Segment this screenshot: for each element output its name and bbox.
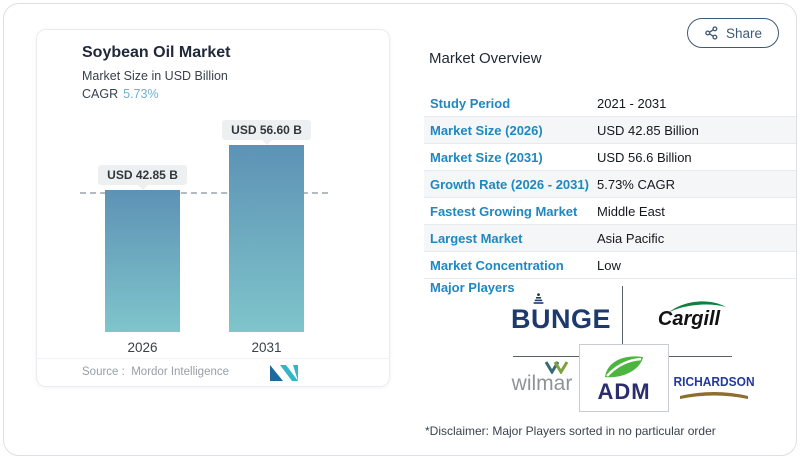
source-text: Source : Mordor Intelligence <box>82 366 230 378</box>
bunge-wordmark: BUNGE <box>510 303 611 334</box>
cargill-leaf-icon <box>667 300 726 313</box>
cargill-wordmark: Cargill <box>657 307 721 330</box>
reference-dashed-line <box>80 192 328 194</box>
bar-2026 <box>105 190 180 332</box>
mordor-intelligence-logo-icon <box>270 365 298 381</box>
bar-value-label-2026: USD 42.85 B <box>98 165 187 185</box>
row-label: Growth Rate (2026 - 2031) <box>430 176 589 192</box>
bar-value-label-2031: USD 56.60 B <box>222 120 311 140</box>
share-icon <box>705 26 718 40</box>
row-label: Market Concentration <box>430 257 564 273</box>
page: Share Soybean Oil Market Market Size in … <box>3 3 797 456</box>
disclaimer-text: *Disclaimer: Major Players sorted in no … <box>425 424 716 438</box>
market-size-chart-card: Soybean Oil Market Market Size in USD Bi… <box>36 29 390 387</box>
wilmar-wordmark: wilmar <box>511 372 573 395</box>
bar-group-2026: USD 42.85 B <box>98 165 187 332</box>
chart-cagr: CAGR 5.73% <box>82 87 159 101</box>
richardson-wordmark: RICHARDSON <box>673 373 755 389</box>
x-axis-label-2031: 2031 <box>251 340 282 355</box>
row-label: Market Size (2026) <box>430 122 543 138</box>
row-value: 2021 - 2031 <box>597 95 667 111</box>
table-row: Study Period 2021 - 2031 <box>424 90 796 117</box>
overview-table: Study Period 2021 - 2031 Market Size (20… <box>424 90 796 279</box>
logo-wilmar: wilmar <box>498 358 586 410</box>
logo-richardson: RICHARDSON <box>668 364 760 408</box>
row-label: Fastest Growing Market <box>430 203 578 219</box>
logo-bunge: BUNGE <box>498 288 624 350</box>
share-button[interactable]: Share <box>686 18 779 48</box>
bar-value-pointer <box>137 185 148 190</box>
page-title: Market Overview <box>429 50 542 67</box>
row-value: Asia Pacific <box>597 230 665 246</box>
grid-vertical-divider <box>622 286 623 356</box>
row-value: Low <box>597 257 621 273</box>
richardson-arc-icon <box>680 391 748 399</box>
adm-leaf-icon <box>605 356 643 378</box>
table-row: Market Size (2026) USD 42.85 Billion <box>424 117 796 144</box>
bar-2031 <box>229 145 304 332</box>
x-axis-label-2026: 2026 <box>127 340 158 355</box>
row-value: 5.73% CAGR <box>597 176 676 192</box>
chart-title: Soybean Oil Market <box>82 44 231 61</box>
row-value: Middle East <box>597 203 665 219</box>
adm-wordmark: ADM <box>597 379 651 404</box>
share-label: Share <box>725 25 762 41</box>
table-row: Largest Market Asia Pacific <box>424 225 796 252</box>
table-row: Market Concentration Low <box>424 252 796 279</box>
table-row: Market Size (2031) USD 56.6 Billion <box>424 144 796 171</box>
row-label: Study Period <box>430 95 511 111</box>
cagr-label: CAGR <box>82 87 119 101</box>
bar-value-pointer <box>261 140 272 145</box>
bunge-beacon-icon <box>533 292 544 304</box>
row-label: Market Size (2031) <box>430 149 543 165</box>
major-players-label: Major Players <box>430 280 515 295</box>
chart-subtitle: Market Size in USD Billion <box>82 69 228 83</box>
chart-footer: Source : Mordor Intelligence <box>37 358 389 386</box>
bar-group-2031: USD 56.60 B <box>222 120 311 332</box>
cagr-value: 5.73% <box>123 87 159 101</box>
row-value: USD 42.85 Billion <box>597 122 699 138</box>
table-row: Fastest Growing Market Middle East <box>424 198 796 225</box>
wilmar-w-icon <box>545 361 569 374</box>
major-players-grid: BUNGE Cargill wilmar <box>492 284 796 414</box>
row-label: Largest Market <box>430 230 523 246</box>
logo-adm: ADM <box>579 344 669 412</box>
logo-cargill: Cargill <box>630 296 748 342</box>
row-value: USD 56.6 Billion <box>597 149 692 165</box>
table-row: Growth Rate (2026 - 2031) 5.73% CAGR <box>424 171 796 198</box>
